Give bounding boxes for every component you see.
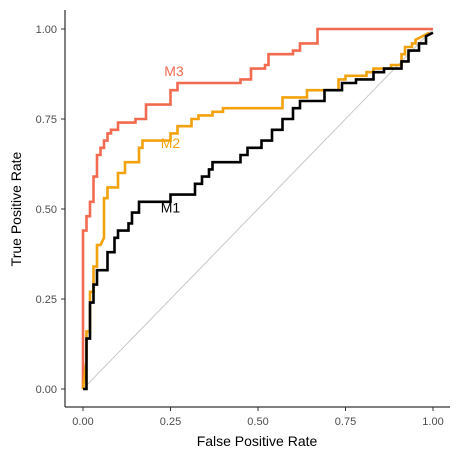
plot-lines (81, 27, 434, 391)
series-label-m3: M3 (164, 63, 184, 79)
x-tick-label: 0.75 (335, 416, 356, 428)
series-label-m2: M2 (161, 135, 181, 151)
x-tick-label: 1.00 (422, 416, 443, 428)
y-tick-label: 0.25 (36, 294, 57, 306)
ticks: 0.00 0.25 0.50 0.75 1.00 0.00 0.25 0.50 0.75 1.00 (36, 24, 444, 428)
y-tick-label: 1.00 (36, 24, 57, 36)
series-line-m2 (81, 31, 431, 390)
x-tick-label: 0.50 (247, 416, 268, 428)
y-tick-label: 0.75 (36, 114, 57, 126)
x-tick-label: 0.25 (160, 416, 181, 428)
x-tick-label: 0.00 (72, 416, 93, 428)
x-axis-title: False Positive Rate (197, 433, 318, 449)
diagonal-reference-line (82, 28, 434, 390)
series-label-m1: M1 (161, 200, 181, 216)
y-tick-label: 0.00 (36, 384, 57, 396)
y-axis-title: True Positive Rate (8, 151, 24, 266)
series-line-m3 (81, 27, 433, 389)
series-line-m1 (83, 31, 434, 391)
series-labels: M3 M2 M1 (161, 63, 184, 216)
y-tick-label: 0.50 (36, 204, 57, 216)
